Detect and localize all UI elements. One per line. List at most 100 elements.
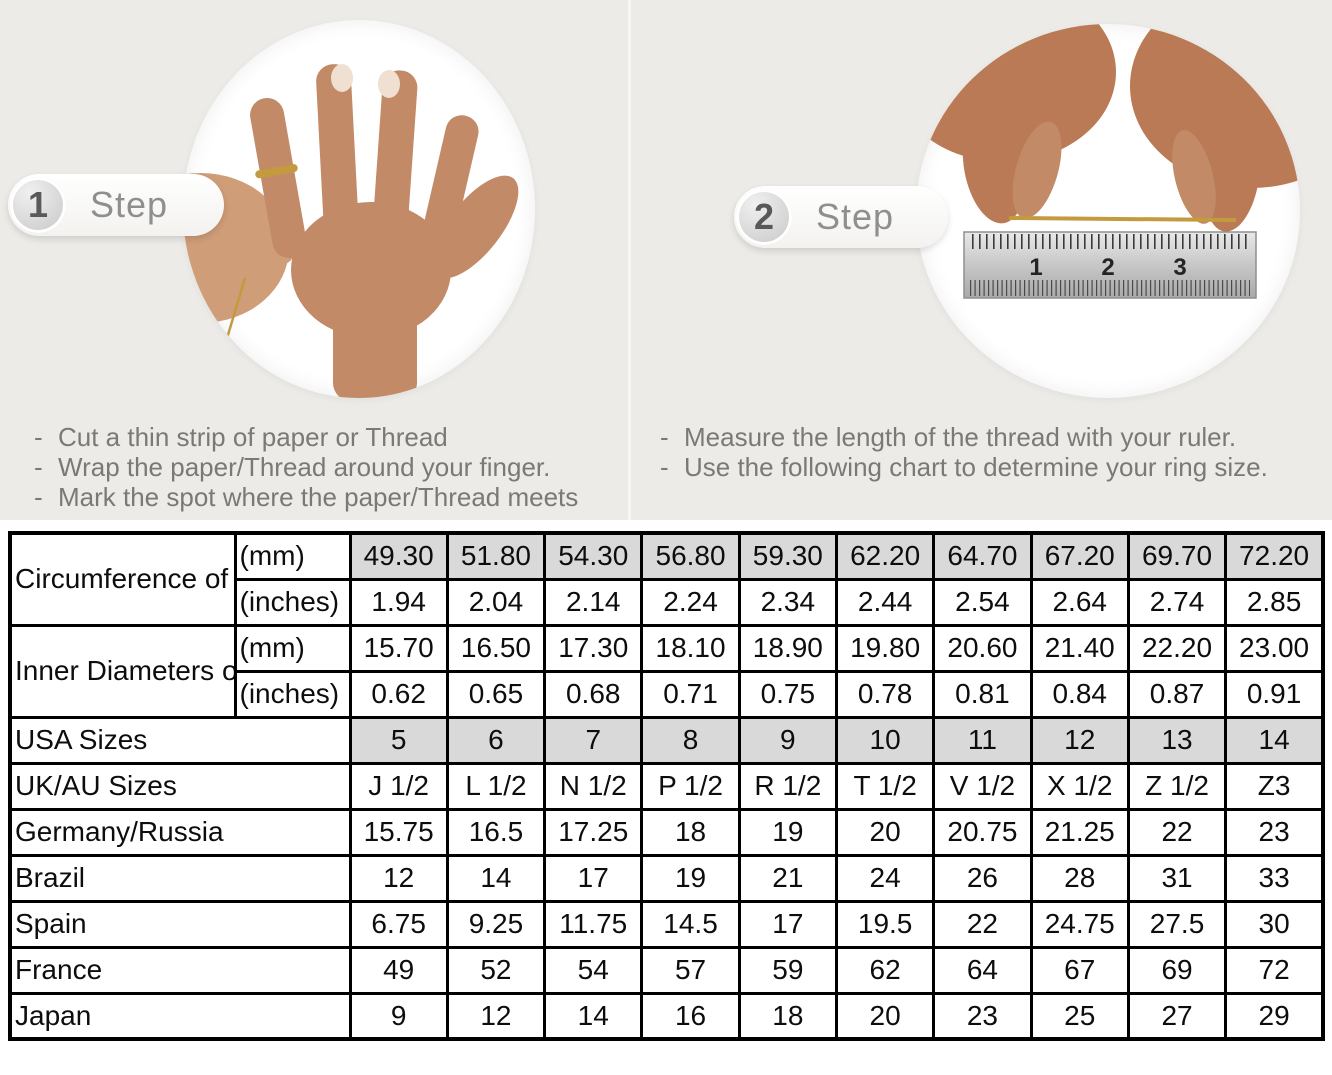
value-cell: 2.74 xyxy=(1126,577,1228,627)
value-cell: 69 xyxy=(1126,945,1228,995)
unit-label: (inches) xyxy=(233,669,352,719)
row-label: Spain xyxy=(8,899,352,949)
value-cell: 20 xyxy=(834,991,936,1041)
value-cell: 11.75 xyxy=(543,899,644,949)
value-cell: 17.25 xyxy=(543,807,644,857)
value-cell: 10 xyxy=(834,715,936,765)
value-cell: 6.75 xyxy=(348,899,449,949)
value-cell: 17 xyxy=(543,853,644,903)
gold-ring-icon xyxy=(255,164,298,179)
value-cell: 14 xyxy=(543,991,644,1041)
table-row: USA Sizes 5 6 7 8 9 10 11 12 13 14 xyxy=(8,715,1325,765)
value-cell: 12 xyxy=(348,853,449,903)
table-row: France 49 52 54 57 59 62 64 67 69 72 xyxy=(8,945,1325,995)
value-cell: 20.60 xyxy=(932,623,1033,673)
value-cell: 0.62 xyxy=(348,669,449,719)
value-cell: 19.80 xyxy=(834,623,936,673)
value-cell: 2.24 xyxy=(640,577,741,627)
value-cell: P 1/2 xyxy=(640,761,741,811)
ruler-icon: 1 2 3 xyxy=(963,231,1257,299)
step2-badge: 2 Step xyxy=(734,186,948,248)
value-cell: 51.80 xyxy=(445,531,547,581)
value-cell: 28 xyxy=(1029,853,1130,903)
instruction-line: Use the following chart to determine you… xyxy=(658,452,1330,482)
value-cell: 9 xyxy=(348,991,449,1041)
value-cell: 0.87 xyxy=(1126,669,1228,719)
value-cell: 8 xyxy=(640,715,741,765)
value-cell: 7 xyxy=(543,715,644,765)
value-cell: 14.5 xyxy=(640,899,741,949)
value-cell: 0.71 xyxy=(640,669,741,719)
value-cell: 25 xyxy=(1029,991,1130,1041)
value-cell: 13 xyxy=(1126,715,1228,765)
step1-number: 1 xyxy=(10,177,66,233)
size-chart-section: Circumference of Your Finger(mm)49.3051.… xyxy=(0,520,1332,1075)
value-cell: 33 xyxy=(1224,853,1325,903)
value-cell: 72.20 xyxy=(1224,531,1325,581)
step2-number: 2 xyxy=(736,189,792,245)
value-cell: 19 xyxy=(737,807,838,857)
table-row: (inches) 1.94 2.04 2.14 2.24 2.34 2.44 2.54 2.64… xyxy=(10,577,1325,627)
value-cell: 20 xyxy=(834,807,936,857)
step1-label: Step xyxy=(90,184,169,225)
right-hand-icon xyxy=(1130,24,1300,232)
value-cell: 52 xyxy=(445,945,547,995)
value-cell: L 1/2 xyxy=(445,761,547,811)
value-cell: 27 xyxy=(1126,991,1228,1041)
value-cell: 18 xyxy=(640,807,741,857)
value-cell: 17.30 xyxy=(543,623,644,673)
ruler-ticks-bottom xyxy=(970,280,1250,296)
row-label: Germany/Russia xyxy=(8,807,352,857)
unit-label: (mm) xyxy=(233,623,352,673)
value-cell: 2.54 xyxy=(932,577,1033,627)
value-cell: 17 xyxy=(737,899,838,949)
value-cell: 30 xyxy=(1224,899,1325,949)
table-row: Spain 6.75 9.25 11.75 14.5 17 19.5 22 24.75 27.5 3… xyxy=(8,899,1325,949)
thread-line-icon xyxy=(1008,216,1237,222)
value-cell: 19 xyxy=(640,853,741,903)
row-label: Brazil xyxy=(8,853,352,903)
value-cell: 21 xyxy=(737,853,838,903)
row-label: USA Sizes xyxy=(8,715,352,765)
value-cell: 18.90 xyxy=(737,623,838,673)
unit-label: (inches) xyxy=(233,577,352,627)
table-row: Germany/Russia 15.75 16.5 17.25 18 19 20 20.75 2… xyxy=(8,807,1325,857)
instruction-line: Measure the length of the thread with yo… xyxy=(658,422,1330,452)
value-cell: 59.30 xyxy=(737,531,838,581)
value-cell: 12 xyxy=(445,991,547,1041)
value-cell: N 1/2 xyxy=(543,761,644,811)
value-cell: 0.65 xyxy=(445,669,547,719)
value-cell: X 1/2 xyxy=(1029,761,1130,811)
value-cell: 22 xyxy=(932,899,1033,949)
value-cell: 2.44 xyxy=(834,577,936,627)
value-cell: 31 xyxy=(1126,853,1228,903)
value-cell: 0.91 xyxy=(1224,669,1325,719)
value-cell: R 1/2 xyxy=(737,761,838,811)
value-cell: 49.30 xyxy=(348,531,449,581)
value-cell: 6 xyxy=(445,715,547,765)
value-cell: 29 xyxy=(1224,991,1325,1041)
measuring-thread-illustration: 1 2 3 xyxy=(916,24,1300,299)
step1-badge: 1 Step xyxy=(8,174,224,236)
table-row: UK/AU Sizes J 1/2 L 1/2 N 1/2 P 1/2 R 1/2 T 1/… xyxy=(8,761,1325,811)
table-row: (inches) 0.62 0.65 0.68 0.71 0.75 0.78 0.81 0.84… xyxy=(10,669,1325,719)
value-cell: 16 xyxy=(640,991,741,1041)
value-cell: 2.64 xyxy=(1029,577,1130,627)
value-cell: 2.04 xyxy=(445,577,547,627)
value-cell: Z3 xyxy=(1224,761,1325,811)
value-cell: 0.84 xyxy=(1029,669,1130,719)
value-cell: 0.75 xyxy=(737,669,838,719)
value-cell: 0.78 xyxy=(834,669,936,719)
value-cell: 67.20 xyxy=(1029,531,1130,581)
value-cell: 1.94 xyxy=(348,577,449,627)
value-cell: 54.30 xyxy=(543,531,644,581)
value-cell: 23.00 xyxy=(1224,623,1325,673)
value-cell: 24 xyxy=(834,853,936,903)
instructions-section: 1 2 3 1 Step 2 Step Cut a thin strip of … xyxy=(0,0,1332,520)
ruler-ticks-top xyxy=(970,234,1250,249)
ring-size-table: Circumference of Your Finger(mm)49.3051.… xyxy=(8,531,1325,1041)
value-cell: 15.70 xyxy=(348,623,449,673)
table-row: Japan 9 12 14 16 18 20 23 25 27 29 xyxy=(8,991,1325,1041)
value-cell: 12 xyxy=(1029,715,1130,765)
